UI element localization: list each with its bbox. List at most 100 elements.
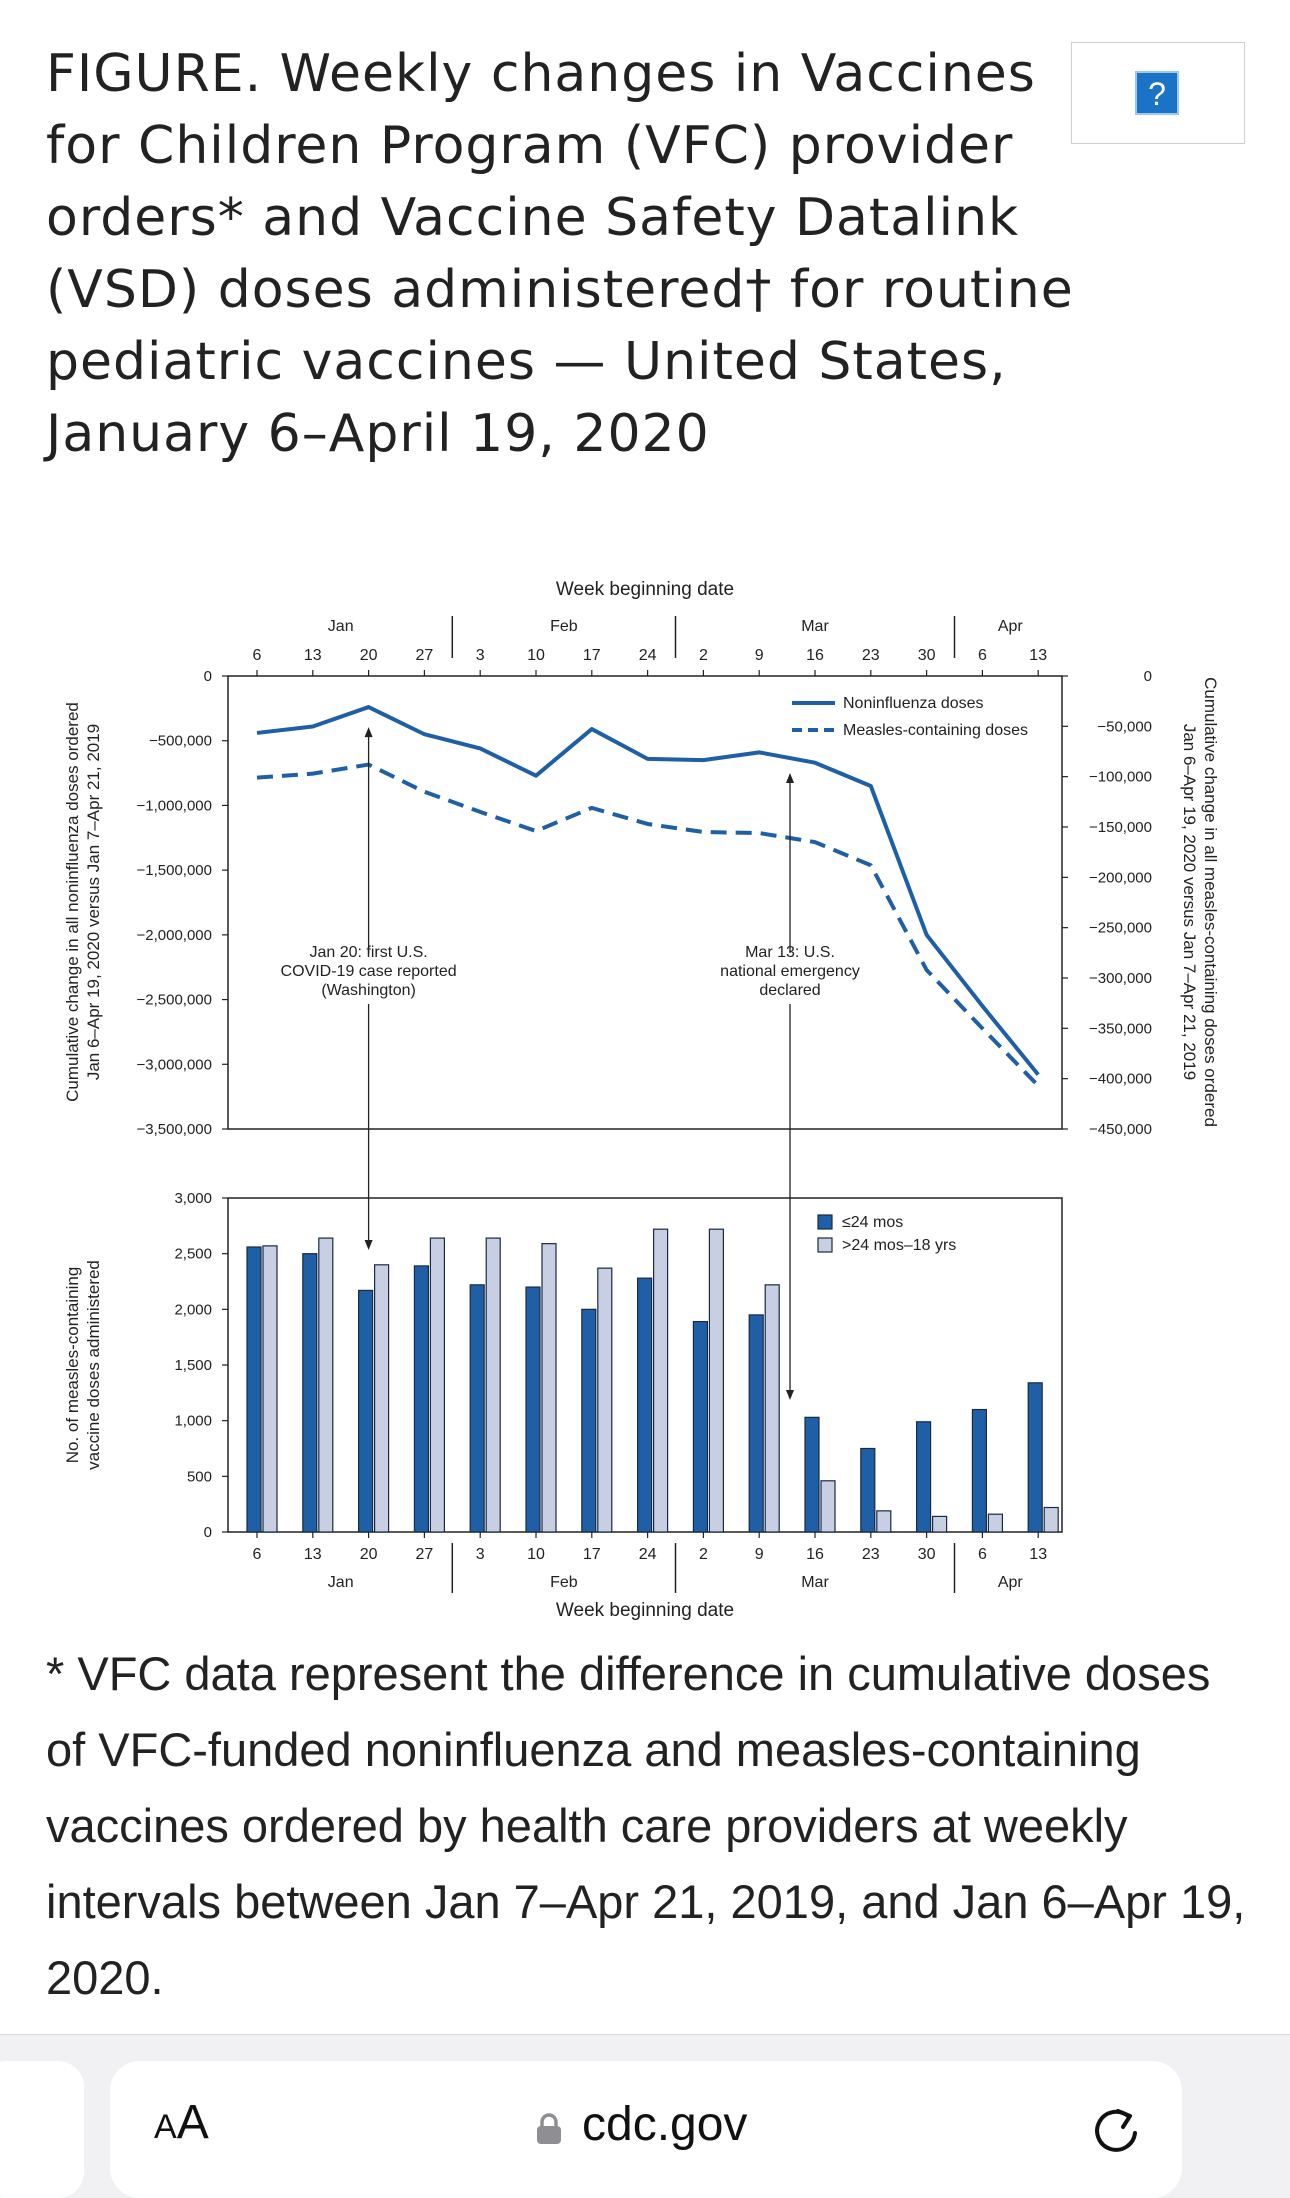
top-right-axis-title: Jan 6–Apr 19, 2020 versus Jan 7–Apr 21, … xyxy=(1180,724,1199,1080)
top-month-label: Jan xyxy=(328,618,354,635)
top-x-tick-label: 2 xyxy=(699,647,708,664)
top-x-axis-title: Week beginning date xyxy=(556,579,734,600)
help-image-box[interactable]: ? xyxy=(1071,42,1245,144)
top-right-y-tick-label: −150,000 xyxy=(1089,819,1152,836)
top-x-tick-label: 27 xyxy=(416,647,434,664)
top-month-label: Apr xyxy=(998,618,1024,635)
top-right-y-tick-label: −400,000 xyxy=(1089,1071,1152,1088)
top-left-y-tick-label: −2,000,000 xyxy=(137,927,213,944)
bar-under-24-mos xyxy=(302,1253,318,1533)
annotation-text: declared xyxy=(759,982,820,999)
bottom-y-tick-label: 1,000 xyxy=(174,1413,212,1430)
bottom-axis-title: No. of measles-containing xyxy=(63,1267,82,1464)
bottom-x-tick-label: 16 xyxy=(806,1546,824,1563)
top-left-y-tick-label: −2,500,000 xyxy=(137,992,213,1009)
bar-24mos-18yrs xyxy=(931,1515,948,1533)
footnote: * VFC data represent the difference in c… xyxy=(46,1647,1246,2004)
top-left-y-tick-label: −500,000 xyxy=(149,733,212,750)
bar-24mos-18yrs xyxy=(429,1237,445,1533)
noninfluenza-line xyxy=(256,705,1040,1076)
bottom-legend-swatch xyxy=(817,1214,833,1230)
help-icon[interactable]: ? xyxy=(1135,71,1179,115)
bottom-legend-label: >24 mos–18 yrs xyxy=(842,1237,956,1254)
bar-under-24-mos xyxy=(525,1286,541,1533)
top-right-y-tick-label: −100,000 xyxy=(1089,769,1152,786)
bottom-month-label: Jan xyxy=(328,1574,354,1591)
top-left-y-tick-label: −3,000,000 xyxy=(137,1056,213,1073)
annotation-text: (Washington) xyxy=(321,982,416,999)
bar-under-24-mos xyxy=(692,1320,709,1533)
bottom-x-tick-label: 6 xyxy=(253,1546,262,1563)
lock-icon xyxy=(537,2113,561,2144)
bar-24mos-18yrs xyxy=(1043,1506,1059,1533)
top-x-tick-label: 20 xyxy=(360,647,378,664)
annotation-text: COVID-19 case reported xyxy=(281,963,457,980)
bottom-y-tick-label: 500 xyxy=(187,1468,212,1485)
url-domain: cdc.gov xyxy=(582,2098,748,2151)
bar-under-24-mos xyxy=(748,1314,764,1533)
top-legend-label: Noninfluenza doses xyxy=(843,695,984,712)
top-left-axis-title: Jan 6–Apr 19, 2020 versus Jan 7–Apr 21, … xyxy=(84,724,103,1080)
bottom-x-tick-label: 27 xyxy=(416,1546,434,1563)
address-bar[interactable]: AA cdc.gov xyxy=(110,2061,1182,2198)
annotation-arrowhead xyxy=(786,773,794,783)
top-x-tick-label: 3 xyxy=(476,647,485,664)
top-left-y-tick-label: −1,500,000 xyxy=(137,862,213,879)
bottom-x-tick-label: 2 xyxy=(699,1546,708,1563)
reload-icon[interactable] xyxy=(1088,2103,1144,2159)
bottom-legend-label: ≤24 mos xyxy=(842,1214,903,1231)
text-size-small-label: A xyxy=(154,2108,177,2146)
annotation-arrowhead xyxy=(364,1240,373,1250)
bar-under-24-mos xyxy=(971,1408,988,1533)
bar-under-24-mos xyxy=(246,1246,262,1533)
bar-24mos-18yrs xyxy=(764,1284,780,1533)
bar-under-24-mos xyxy=(860,1447,876,1533)
bar-under-24-mos xyxy=(1027,1382,1043,1533)
top-x-tick-label: 24 xyxy=(639,647,657,664)
top-x-tick-label: 10 xyxy=(527,647,545,664)
bottom-x-tick-label: 30 xyxy=(918,1546,936,1563)
annotation-text: Mar 13: U.S. xyxy=(745,944,835,961)
top-x-tick-label: 9 xyxy=(755,647,764,664)
bar-24mos-18yrs xyxy=(820,1480,836,1533)
top-month-label: Mar xyxy=(801,618,829,635)
bar-under-24-mos xyxy=(581,1308,597,1533)
bottom-x-tick-label: 10 xyxy=(527,1546,545,1563)
annotation-text: national emergency xyxy=(720,963,860,980)
top-plot-frame xyxy=(227,675,1063,1130)
bottom-y-tick-label: 2,000 xyxy=(174,1301,212,1318)
top-legend-label: Measles-containing doses xyxy=(843,722,1028,739)
text-size-big-label: A xyxy=(176,2096,209,2149)
top-x-tick-label: 6 xyxy=(253,647,262,664)
text-size-button[interactable]: AA xyxy=(154,2095,209,2150)
top-left-y-tick-label: 0 xyxy=(204,668,212,685)
top-right-axis-title: Cumulative change in all measles-contain… xyxy=(1201,677,1220,1127)
bottom-month-label: Mar xyxy=(801,1574,829,1591)
top-right-y-tick-label: 0 xyxy=(1144,668,1152,685)
top-right-y-tick-label: −350,000 xyxy=(1089,1020,1152,1037)
bottom-y-tick-label: 0 xyxy=(204,1524,212,1541)
top-x-tick-label: 17 xyxy=(583,647,601,664)
bar-under-24-mos xyxy=(804,1416,820,1533)
browser-toolbar: AA cdc.gov xyxy=(0,2034,1290,2198)
bar-under-24-mos xyxy=(915,1421,932,1533)
top-right-y-tick-label: −450,000 xyxy=(1089,1121,1152,1138)
bottom-x-tick-label: 3 xyxy=(476,1546,485,1563)
top-x-tick-label: 13 xyxy=(304,647,322,664)
bottom-month-label: Apr xyxy=(998,1574,1024,1591)
measles-containing-line xyxy=(256,762,1040,1088)
bar-24mos-18yrs xyxy=(876,1510,892,1533)
top-left-axis-title: Cumulative change in all noninfluenza do… xyxy=(63,702,82,1102)
tab-overview-stub[interactable] xyxy=(0,2061,84,2198)
bar-24mos-18yrs xyxy=(262,1245,278,1533)
top-right-y-tick-label: −250,000 xyxy=(1089,920,1152,937)
bar-under-24-mos xyxy=(358,1289,374,1533)
bar-under-24-mos xyxy=(469,1284,485,1533)
top-left-y-tick-label: −3,500,000 xyxy=(137,1121,213,1138)
top-left-y-tick-label: −1,000,000 xyxy=(137,797,213,814)
bottom-x-tick-label: 17 xyxy=(583,1546,601,1563)
figure-title: FIGURE. Weekly changes in Vaccines for C… xyxy=(46,44,1074,464)
top-x-tick-label: 23 xyxy=(862,647,880,664)
bottom-x-tick-label: 9 xyxy=(755,1546,764,1563)
